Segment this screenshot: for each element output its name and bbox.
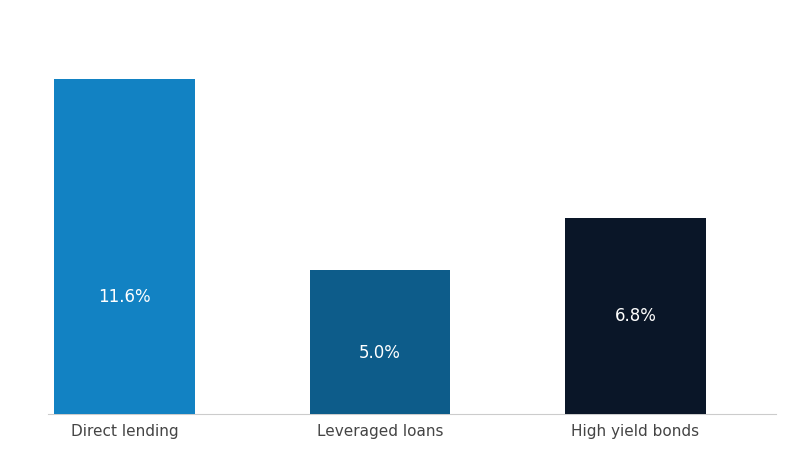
Text: 5.0%: 5.0% (359, 345, 401, 362)
Bar (54, 79, 195, 414)
Text: 11.6%: 11.6% (98, 288, 151, 306)
Text: 6.8%: 6.8% (614, 307, 657, 325)
Bar (566, 218, 706, 414)
Bar (310, 269, 450, 414)
